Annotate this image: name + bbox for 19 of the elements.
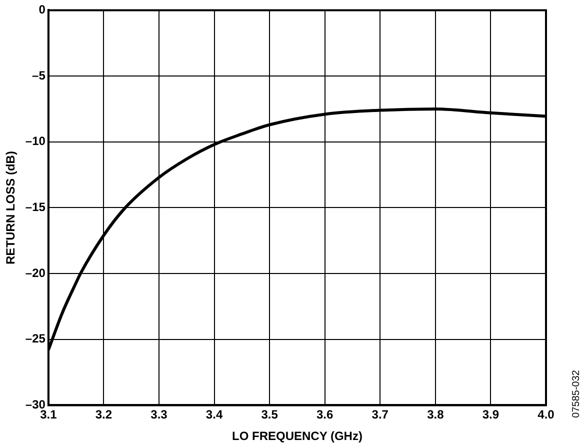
y-tick-label: –15 [25, 200, 46, 214]
x-tick-label: 3.4 [206, 408, 223, 422]
x-tick-label: 3.2 [95, 408, 112, 422]
text: 07585-032 [571, 370, 582, 418]
x-tick-label: 3.6 [316, 408, 334, 422]
y-axis-title: RETURN LOSS (dB) [4, 151, 18, 264]
x-tick-label: 3.5 [261, 408, 278, 422]
x-tick-label: 3.8 [427, 408, 444, 422]
x-tick-label: 4.0 [538, 408, 555, 422]
y-tick-label: –5 [32, 68, 46, 82]
y-tick-label: –20 [25, 266, 46, 280]
y-tick-label: –25 [25, 332, 46, 346]
y-tick-label: 0 [38, 2, 46, 17]
x-tick-label: 3.7 [372, 408, 389, 422]
x-axis-title: LO FREQUENCY (GHz) [232, 429, 362, 444]
x-tick-label: 3.1 [40, 408, 58, 422]
x-tick-label: 3.9 [482, 408, 500, 422]
x-tick-label: 3.3 [150, 408, 168, 422]
y-tick-label: –10 [25, 134, 46, 148]
